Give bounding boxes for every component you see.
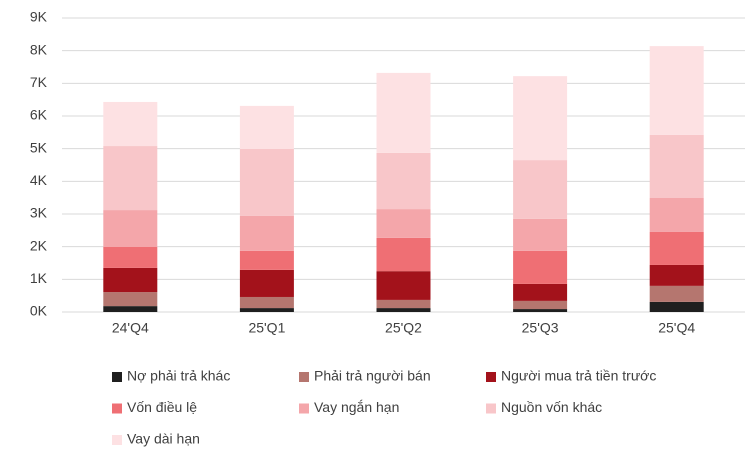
legend-label: Vay dài hạn <box>127 431 200 447</box>
y-tick-label: 2K <box>30 237 48 253</box>
bar-segment <box>239 269 294 297</box>
bar-segment <box>649 134 704 198</box>
bar-segment <box>103 101 158 147</box>
bar-segment <box>376 299 431 309</box>
bar-segment <box>103 267 158 293</box>
y-tick-label: 8K <box>30 41 48 57</box>
bar-segment <box>376 237 431 272</box>
y-tick-label: 6K <box>30 107 48 123</box>
legend-swatch <box>486 403 496 414</box>
bar-segment <box>103 146 158 211</box>
legend-label: Vay ngắn hạn <box>314 399 399 415</box>
bar-segment <box>376 308 431 312</box>
x-tick-label: 25'Q2 <box>385 320 422 336</box>
bar-segment <box>513 160 568 219</box>
legend-swatch <box>112 435 122 445</box>
x-tick-label: 25'Q3 <box>522 320 559 336</box>
bar-segment <box>376 152 431 210</box>
y-tick-label: 7K <box>30 74 48 90</box>
y-tick-label: 4K <box>30 172 48 188</box>
bar-segment <box>103 306 158 312</box>
bar-segment <box>103 246 158 268</box>
x-tick-label: 25'Q1 <box>248 320 285 336</box>
bar-segment <box>376 72 431 153</box>
legend-swatch <box>299 403 309 414</box>
x-tick-label: 24'Q4 <box>112 320 149 336</box>
y-tick-label: 3K <box>30 205 48 221</box>
bar-segment <box>513 218 568 251</box>
bar-segment <box>239 296 294 309</box>
bar-segment <box>513 309 568 312</box>
legend-label: Nguồn vốn khác <box>501 399 602 415</box>
legend-label: Người mua trả tiền trước <box>501 368 656 384</box>
bar-segment <box>239 105 294 149</box>
bar-segment <box>239 148 294 216</box>
bar-segment <box>103 292 158 307</box>
y-tick-label: 0K <box>30 303 48 319</box>
y-tick-label: 1K <box>30 270 48 286</box>
x-tick-label: 25'Q4 <box>658 320 695 336</box>
bar-segment <box>649 285 704 302</box>
bar-segment <box>376 209 431 238</box>
bar-segment <box>376 271 431 300</box>
bar-segment <box>513 76 568 161</box>
bar-segment <box>513 283 568 301</box>
legend-swatch <box>486 372 496 382</box>
y-tick-label: 5K <box>30 139 48 155</box>
bar-segment <box>649 264 704 286</box>
legend-swatch <box>299 372 309 382</box>
bar-segment <box>513 300 568 310</box>
bar-segment <box>239 250 294 270</box>
bar-segment <box>649 197 704 232</box>
y-tick-label: 9K <box>30 9 48 25</box>
bar-segment <box>103 210 158 247</box>
bar-segment <box>649 46 704 135</box>
legend-swatch <box>112 372 122 382</box>
bar-segment <box>649 231 704 265</box>
bar-segment <box>649 301 704 312</box>
legend-label: Phải trả người bán <box>314 368 431 384</box>
bar-segment <box>239 215 294 251</box>
bar-segment <box>239 308 294 312</box>
legend-label: Nợ phải trả khác <box>127 368 230 384</box>
legend-swatch <box>112 403 122 414</box>
bar-segment <box>513 250 568 284</box>
legend-label: Vốn điều lệ <box>127 399 197 415</box>
